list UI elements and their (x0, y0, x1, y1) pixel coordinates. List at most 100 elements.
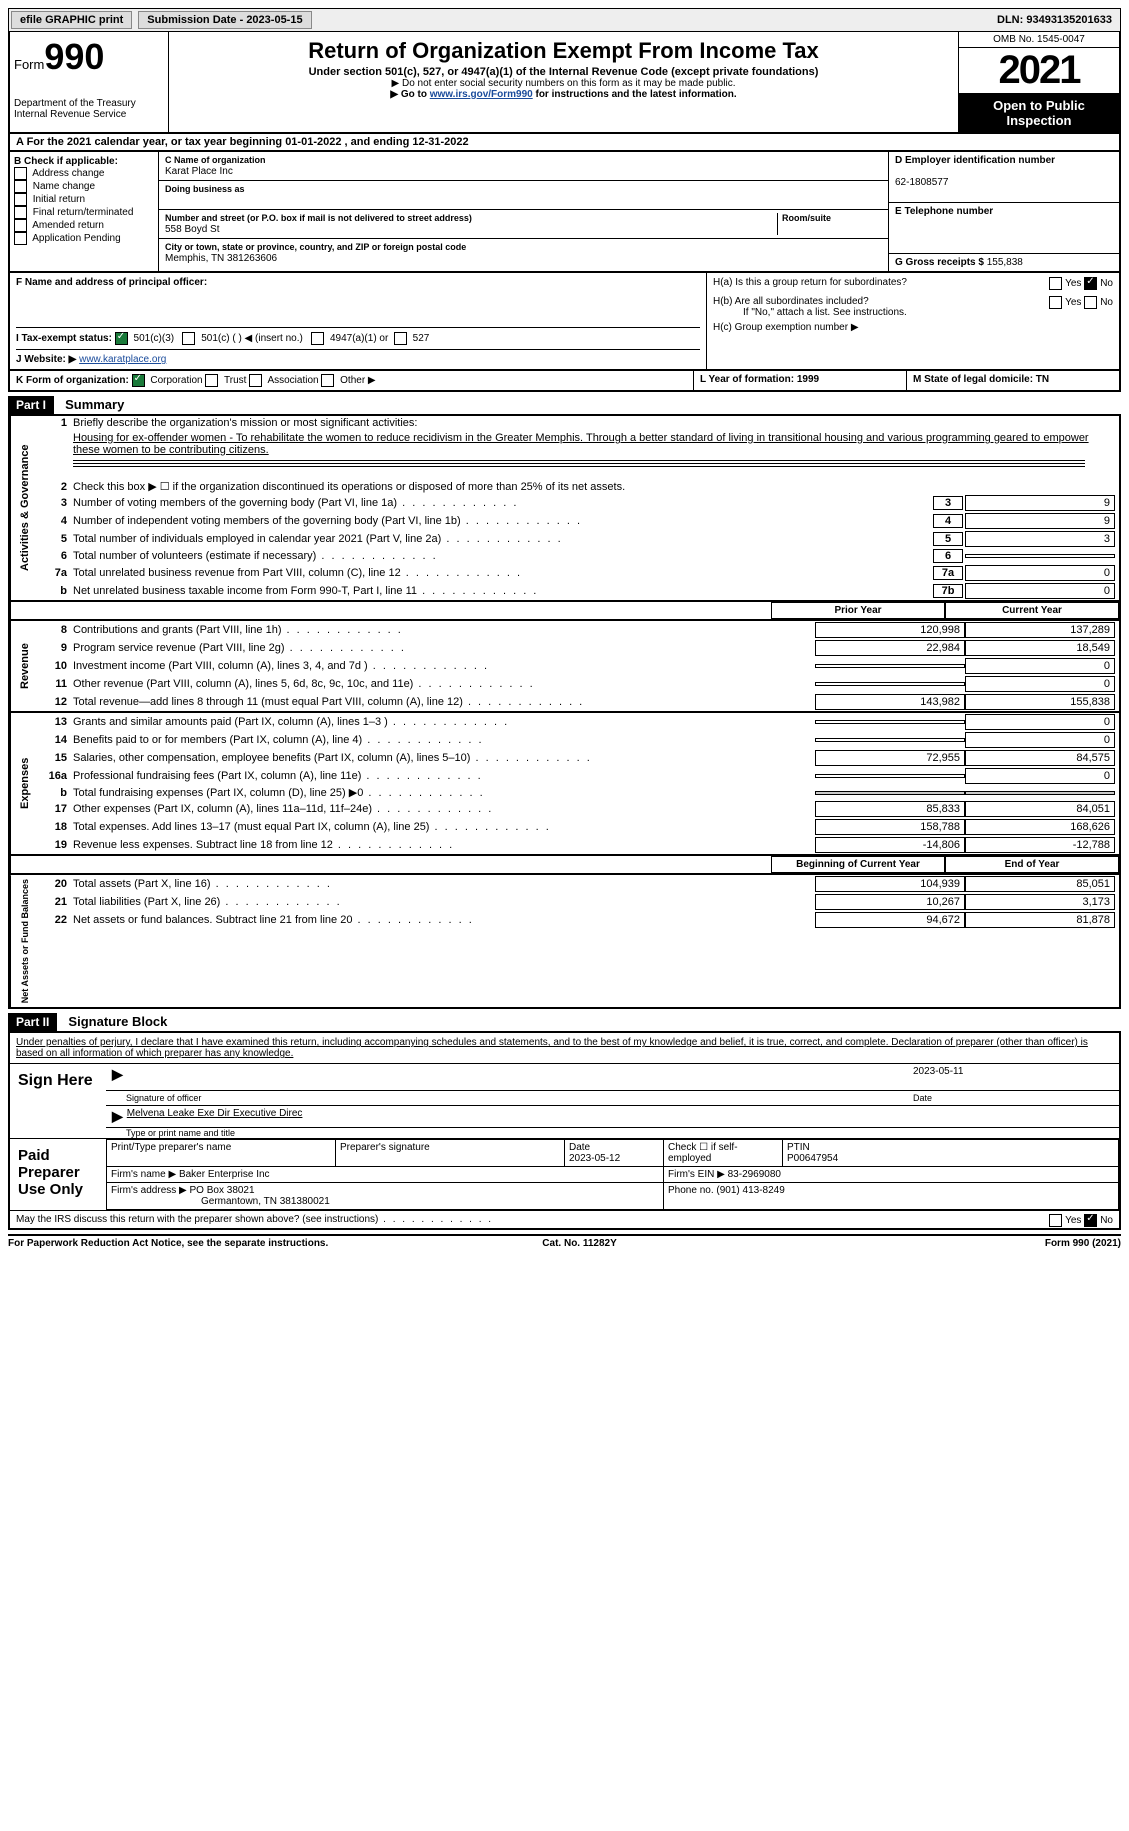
527-checkbox[interactable] (394, 332, 407, 345)
line-text: Grants and similar amounts paid (Part IX… (73, 716, 815, 728)
form-ref: Form 990 (2021) (1045, 1238, 1121, 1249)
assoc-checkbox[interactable] (249, 374, 262, 387)
trust-checkbox[interactable] (205, 374, 218, 387)
sign-here-label: Sign Here (10, 1064, 106, 1138)
curr-val: 84,575 (965, 750, 1115, 766)
line-text: Professional fundraising fees (Part IX, … (73, 770, 815, 782)
street-address: 558 Boyd St (165, 224, 219, 235)
colb-checkbox[interactable] (14, 180, 27, 193)
prior-val (815, 738, 965, 742)
arrow-icon: ▶ (112, 1066, 123, 1088)
discuss-no[interactable] (1084, 1214, 1097, 1227)
room-label: Room/suite (782, 213, 831, 223)
ha-yes[interactable] (1049, 277, 1062, 290)
form-org-label: K Form of organization: (16, 375, 129, 386)
omb-number: OMB No. 1545-0047 (959, 32, 1119, 48)
part1-header-row: Part I Summary (8, 392, 1121, 414)
line-box: 4 (933, 514, 963, 528)
501c-checkbox[interactable] (182, 332, 195, 345)
prep-date: 2023-05-12 (569, 1153, 620, 1164)
line-val: 9 (965, 495, 1115, 511)
officer-name: Melvena Leake Exe Dir Executive Direc (123, 1108, 303, 1125)
colb-checkbox[interactable] (14, 193, 27, 206)
other-checkbox[interactable] (321, 374, 334, 387)
line-text: Net unrelated business taxable income fr… (73, 585, 931, 597)
gross-receipts: 155,838 (987, 257, 1023, 268)
4947-checkbox[interactable] (311, 332, 324, 345)
curr-val: 81,878 (965, 912, 1115, 928)
arrow-icon-2: ▶ (112, 1108, 123, 1125)
q1-label: Briefly describe the organization's miss… (73, 417, 1115, 429)
vlabel-spacer2 (10, 856, 39, 873)
gross-label: G Gross receipts $ (895, 257, 987, 268)
line-text: Other revenue (Part VIII, column (A), li… (73, 678, 815, 690)
efile-print-button[interactable]: efile GRAPHIC print (11, 11, 132, 29)
tel-label: E Telephone number (895, 206, 993, 217)
ein-value: 62-1808577 (895, 177, 948, 188)
line-val: 0 (965, 565, 1115, 581)
line-text: Net assets or fund balances. Subtract li… (73, 914, 815, 926)
line-box: 5 (933, 532, 963, 546)
ha-no[interactable] (1084, 277, 1097, 290)
colb-checkbox[interactable] (14, 167, 27, 180)
curr-val (965, 791, 1115, 795)
form-header: Form990 Department of the Treasury Inter… (8, 32, 1121, 134)
line-text: Total liabilities (Part X, line 26) (73, 896, 815, 908)
dept-treasury: Department of the Treasury Internal Reve… (14, 98, 164, 120)
curr-val: 137,289 (965, 622, 1115, 638)
line-text: Benefits paid to or for members (Part IX… (73, 734, 815, 746)
line-text: Program service revenue (Part VIII, line… (73, 642, 815, 654)
part1-title: Summary (57, 397, 124, 412)
vlabel-expenses: Expenses (10, 713, 39, 854)
part2-header-row: Part II Signature Block (8, 1009, 1121, 1031)
curr-val: 3,173 (965, 894, 1115, 910)
hb-no[interactable] (1084, 296, 1097, 309)
form-subtitle: Under section 501(c), 527, or 4947(a)(1)… (173, 66, 954, 78)
preparer-table: Print/Type preparer's name Preparer's si… (106, 1139, 1119, 1210)
curr-val: 0 (965, 732, 1115, 748)
firm-addr2: Germantown, TN 381380021 (111, 1196, 330, 1207)
curr-val: 0 (965, 658, 1115, 674)
prior-val (815, 664, 965, 668)
date-label: Date (913, 1093, 1113, 1103)
discuss-yes[interactable] (1049, 1214, 1062, 1227)
line-val: 9 (965, 513, 1115, 529)
dln-label: DLN: 93493135201633 (997, 14, 1118, 26)
corp-checkbox[interactable] (132, 374, 145, 387)
col-b-header: B Check if applicable: (14, 156, 118, 167)
prior-val: 104,939 (815, 876, 965, 892)
colb-checkbox[interactable] (14, 232, 27, 245)
ssn-warning: ▶ Do not enter social security numbers o… (173, 78, 954, 89)
colb-checkbox[interactable] (14, 206, 27, 219)
discuss-row: May the IRS discuss this return with the… (10, 1210, 1119, 1228)
prior-val: -14,806 (815, 837, 965, 853)
curr-val: 0 (965, 676, 1115, 692)
website-link[interactable]: www.karatplace.org (79, 354, 166, 365)
hb-yes[interactable] (1049, 296, 1062, 309)
curr-val: 85,051 (965, 876, 1115, 892)
prior-val: 143,982 (815, 694, 965, 710)
tax-year: 2021 (959, 48, 1119, 93)
beg-year-hdr: Beginning of Current Year (771, 856, 945, 873)
prior-val (815, 682, 965, 686)
paid-preparer-label: Paid Preparer Use Only (10, 1139, 106, 1210)
prior-val (815, 774, 965, 778)
irs-link[interactable]: www.irs.gov/Form990 (430, 89, 533, 100)
vlabel-spacer (10, 602, 39, 619)
city-state-zip: Memphis, TN 381263606 (165, 253, 277, 264)
501c3-checkbox[interactable] (115, 332, 128, 345)
state-domicile: M State of legal domicile: TN (913, 374, 1049, 385)
firm-name: Baker Enterprise Inc (179, 1169, 270, 1180)
page-footer: For Paperwork Reduction Act Notice, see … (8, 1234, 1121, 1249)
submission-date-button[interactable]: Submission Date - 2023-05-15 (138, 11, 311, 29)
line-text: Revenue less expenses. Subtract line 18 … (73, 839, 815, 851)
line-box: 6 (933, 549, 963, 563)
mission-text: Housing for ex-offender women - To rehab… (39, 430, 1119, 458)
prior-val: 158,788 (815, 819, 965, 835)
curr-val: 18,549 (965, 640, 1115, 656)
part2-title: Signature Block (60, 1014, 167, 1029)
firm-addr1: PO Box 38021 (190, 1185, 255, 1196)
top-toolbar: efile GRAPHIC print Submission Date - 20… (8, 8, 1121, 32)
colb-checkbox[interactable] (14, 219, 27, 232)
open-inspection: Open to Public Inspection (959, 93, 1119, 132)
